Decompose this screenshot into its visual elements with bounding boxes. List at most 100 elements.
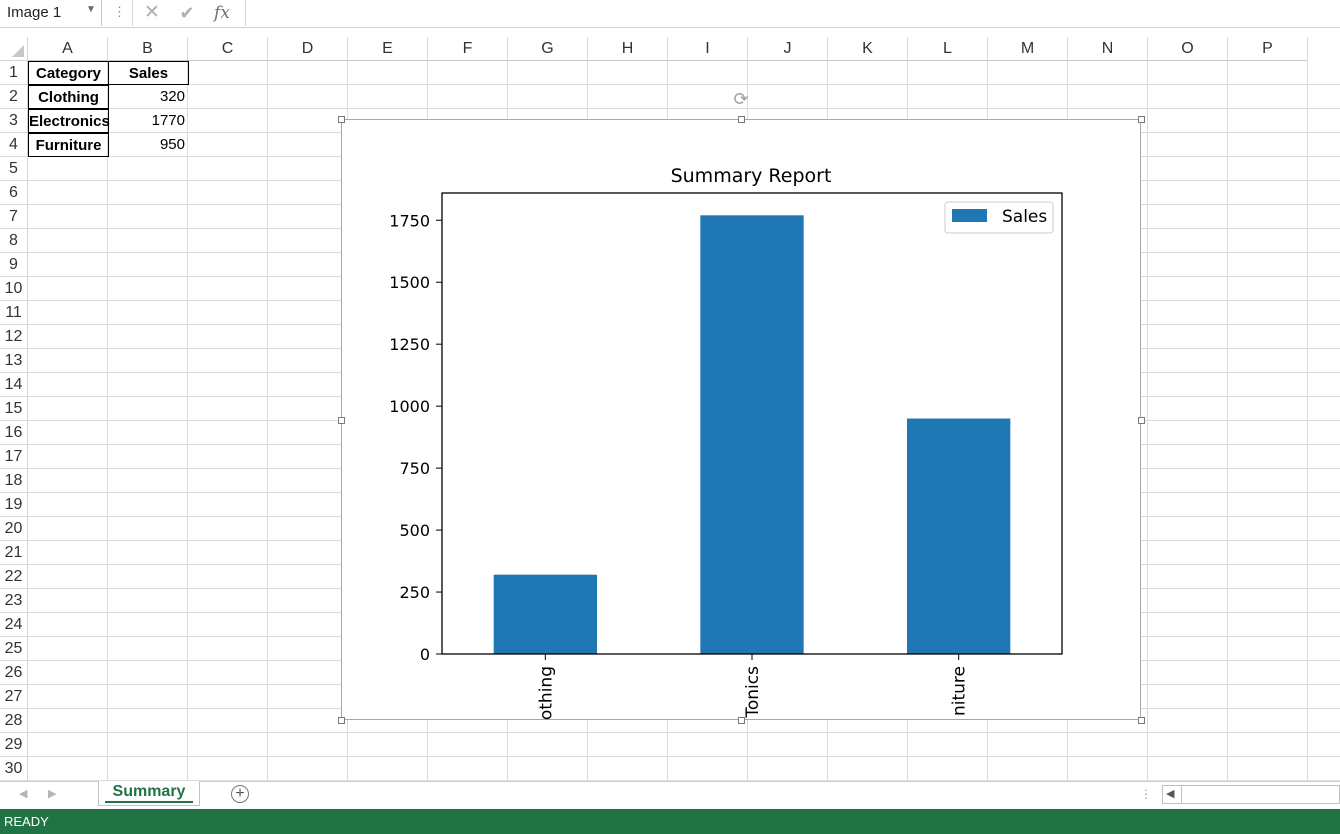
row-header-28[interactable]: 28: [0, 709, 28, 733]
cell-b2[interactable]: 320: [159, 88, 185, 105]
row-header-20[interactable]: 20: [0, 517, 28, 541]
row-header-14[interactable]: 14: [0, 373, 28, 397]
column-header-m[interactable]: M: [988, 37, 1068, 61]
y-axis: 0 250 500 750 1000 1250 1500 1750: [389, 211, 442, 664]
row-header-24[interactable]: 24: [0, 613, 28, 637]
rotate-handle-icon[interactable]: ⟳: [733, 89, 749, 109]
chart-legend: Sales: [944, 201, 1054, 234]
resize-handle-br[interactable]: [1138, 717, 1145, 724]
column-header-n[interactable]: N: [1068, 37, 1148, 61]
resize-handle-tl[interactable]: [338, 116, 345, 123]
x-axis: othing Tonics niture: [536, 654, 970, 720]
row-header-1[interactable]: 1: [0, 61, 28, 85]
chart-title: Summary Report: [671, 165, 832, 187]
formula-input[interactable]: [245, 0, 1340, 26]
column-header-f[interactable]: F: [428, 37, 508, 61]
cell-a2[interactable]: Clothing: [28, 85, 109, 109]
column-header-a[interactable]: A: [28, 37, 108, 61]
column-header-g[interactable]: G: [508, 37, 588, 61]
chart-image[interactable]: Summary Report 0 250 500 750 1000 1250 1500 175…: [338, 116, 1145, 724]
column-header-h[interactable]: H: [588, 37, 668, 61]
column-header-e[interactable]: E: [348, 37, 428, 61]
row-header-16[interactable]: 16: [0, 421, 28, 445]
row-header-12[interactable]: 12: [0, 325, 28, 349]
name-box[interactable]: Image 1 ▼: [0, 0, 102, 26]
column-header-i[interactable]: I: [668, 37, 748, 61]
formula-bar: Image 1 ▼ ⋮ ✕ ✔ fx: [0, 0, 1340, 28]
scroll-divider: [1181, 786, 1182, 803]
tab-split-handle-icon[interactable]: ⋮: [1140, 787, 1152, 801]
row-header-5[interactable]: 5: [0, 157, 28, 181]
row-header-9[interactable]: 9: [0, 253, 28, 277]
enter-icon[interactable]: ✔: [179, 3, 195, 23]
column-header-c[interactable]: C: [188, 37, 268, 61]
row-header-7[interactable]: 7: [0, 205, 28, 229]
sheet-tab-summary[interactable]: Summary: [98, 781, 200, 806]
cell-b1[interactable]: Sales: [108, 61, 189, 85]
sheet-tab-label: Summary: [112, 783, 186, 800]
status-bar: READY: [0, 809, 1340, 834]
scroll-left-icon[interactable]: ◀: [1166, 788, 1175, 800]
select-all-corner[interactable]: [0, 37, 28, 61]
column-header-k[interactable]: K: [828, 37, 908, 61]
row-header-29[interactable]: 29: [0, 733, 28, 757]
next-sheet-icon[interactable]: ▶: [48, 788, 57, 800]
legend-label: Sales: [1002, 207, 1047, 227]
row-header-21[interactable]: 21: [0, 541, 28, 565]
row-header-19[interactable]: 19: [0, 493, 28, 517]
column-header-l[interactable]: L: [908, 37, 988, 61]
cancel-icon[interactable]: ✕: [144, 2, 160, 23]
y-tick-label: 1000: [389, 397, 430, 416]
row-header-17[interactable]: 17: [0, 445, 28, 469]
chevron-down-icon[interactable]: ▼: [86, 4, 96, 15]
resize-handle-bl[interactable]: [338, 717, 345, 724]
column-header-o[interactable]: O: [1148, 37, 1228, 61]
row-header-3[interactable]: 3: [0, 109, 28, 133]
x-tick-label: Tonics: [743, 666, 763, 719]
bars: [493, 215, 1011, 654]
add-sheet-icon[interactable]: +: [231, 785, 249, 803]
cell-a1[interactable]: Category: [28, 61, 109, 85]
status-text: READY: [4, 814, 49, 829]
row-header-6[interactable]: 6: [0, 181, 28, 205]
cell-b4[interactable]: 950: [159, 136, 185, 153]
column-header-j[interactable]: J: [748, 37, 828, 61]
more-options-icon[interactable]: ⋮: [113, 4, 126, 19]
horizontal-scrollbar[interactable]: ◀: [1162, 785, 1340, 804]
resize-handle-t[interactable]: [738, 116, 745, 123]
resize-handle-r[interactable]: [1138, 417, 1145, 424]
fx-icon[interactable]: fx: [214, 3, 230, 23]
column-header-d[interactable]: D: [268, 37, 348, 61]
cell-b3[interactable]: 1770: [151, 112, 185, 129]
y-tick-label: 1500: [389, 273, 430, 292]
row-header-23[interactable]: 23: [0, 589, 28, 613]
column-header-b[interactable]: B: [108, 37, 188, 61]
row-header-2[interactable]: 2: [0, 85, 28, 109]
row-header-8[interactable]: 8: [0, 229, 28, 253]
formula-buttons: ✕ ✔ fx: [132, 0, 246, 26]
bar-furniture: [907, 418, 1011, 654]
row-header-15[interactable]: 15: [0, 397, 28, 421]
active-tab-indicator: [105, 801, 193, 803]
y-tick-label: 750: [399, 459, 430, 478]
cell-a4[interactable]: Furniture: [28, 133, 109, 157]
row-header-11[interactable]: 11: [0, 301, 28, 325]
x-tick-label: niture: [950, 666, 970, 716]
row-header-27[interactable]: 27: [0, 685, 28, 709]
row-header-10[interactable]: 10: [0, 277, 28, 301]
row-header-30[interactable]: 30: [0, 757, 28, 781]
row-header-25[interactable]: 25: [0, 637, 28, 661]
resize-handle-tr[interactable]: [1138, 116, 1145, 123]
row-header-18[interactable]: 18: [0, 469, 28, 493]
row-header-22[interactable]: 22: [0, 565, 28, 589]
cell-a3[interactable]: Electronics: [28, 109, 110, 133]
column-header-p[interactable]: P: [1228, 37, 1308, 61]
row-header-4[interactable]: 4: [0, 133, 28, 157]
resize-handle-l[interactable]: [338, 417, 345, 424]
prev-sheet-icon[interactable]: ◀: [19, 788, 28, 800]
resize-handle-b[interactable]: [738, 717, 745, 724]
row-header-13[interactable]: 13: [0, 349, 28, 373]
sheet-tab-bar: ◀ ▶ Summary + ⋮ ◀: [0, 781, 1340, 809]
bar-clothing: [493, 574, 597, 654]
row-header-26[interactable]: 26: [0, 661, 28, 685]
